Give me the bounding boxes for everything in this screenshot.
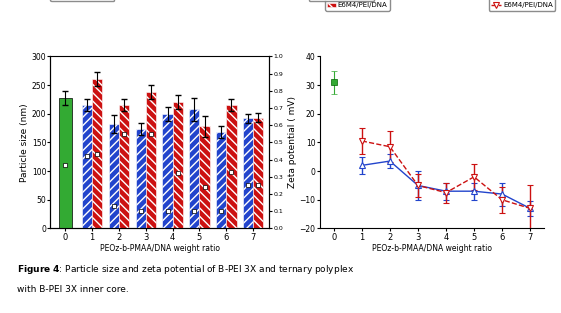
Bar [136, 129, 146, 228]
X-axis label: PEOz-b-PMAA/DNA weight ratio: PEOz-b-PMAA/DNA weight ratio [100, 244, 220, 254]
Bar [243, 118, 253, 228]
Y-axis label: Zeta potential ( mV): Zeta potential ( mV) [288, 96, 297, 188]
Bar [109, 124, 119, 228]
Bar [92, 79, 102, 228]
Legend: E6M2/PEI/DNA, E6M4/PEI/DNA: E6M2/PEI/DNA, E6M4/PEI/DNA [325, 0, 389, 11]
Text: with B-PEI 3X inner core.: with B-PEI 3X inner core. [17, 285, 128, 294]
X-axis label: PEOz-b-PMAA/DNA weight ratio: PEOz-b-PMAA/DNA weight ratio [372, 244, 492, 254]
Y-axis label: Particle size (nm): Particle size (nm) [20, 103, 29, 182]
Bar [82, 105, 92, 228]
Bar [253, 118, 263, 228]
Bar [173, 102, 183, 228]
Text: $\bf{Figure\ 4}$: Particle size and zeta potential of B-PEI 3X and ternary polyp: $\bf{Figure\ 4}$: Particle size and zeta… [17, 263, 354, 276]
Bar [200, 126, 210, 228]
Bar [58, 98, 72, 228]
Bar [216, 132, 226, 228]
Legend: E6M2/PEI/DNA, E6M4/PEI/DNA: E6M2/PEI/DNA, E6M4/PEI/DNA [489, 0, 555, 11]
Bar [189, 109, 200, 228]
Bar [163, 114, 173, 228]
Bar [226, 105, 237, 228]
Bar [146, 92, 156, 228]
Bar [119, 105, 129, 228]
